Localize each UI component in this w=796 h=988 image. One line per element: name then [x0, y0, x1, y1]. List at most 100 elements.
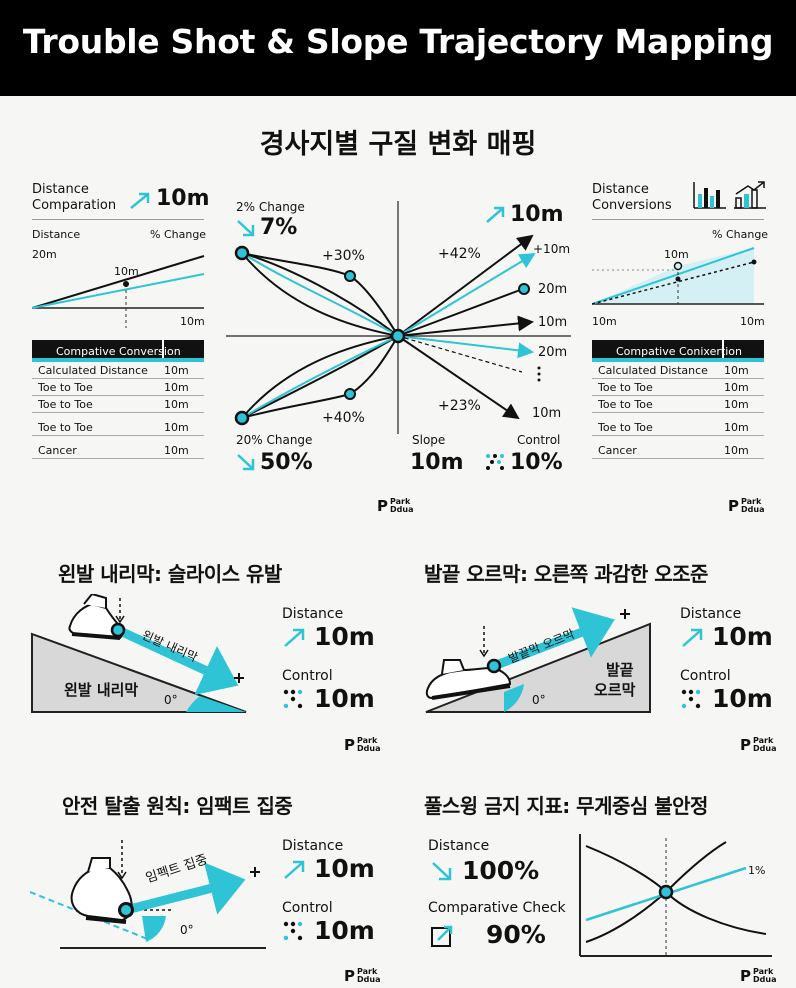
control-value: 10% [510, 450, 563, 475]
left-table-header: Compative Conversion [56, 345, 181, 358]
section2-angle: 0° [532, 693, 546, 707]
right-distance-label: Distance [592, 182, 649, 197]
plus42-label: +42% [438, 246, 481, 262]
right-label-3: 10m [538, 315, 568, 330]
section3-control-value: 10m [314, 916, 375, 945]
trend-down-arrow-icon [432, 862, 452, 881]
table-row: Toe to Toe 10m [592, 419, 764, 436]
trend-up-arrow-icon [486, 206, 505, 223]
section2-slope-label-2: 오르막 [594, 681, 636, 699]
trend-down-arrow-icon [237, 454, 255, 471]
section2-slope-label-1: 발끝 [606, 661, 634, 679]
right-point-label: 10m [664, 248, 689, 261]
scatter-dots-icon [486, 454, 504, 470]
section1-control-label: Control [282, 668, 333, 684]
slope-value: 10m [410, 450, 464, 475]
left-y-label: 20m [32, 248, 57, 261]
top-change-value: 7% [260, 215, 298, 240]
section4-distance-label: Distance [428, 838, 490, 854]
right-x-left: 10m [592, 315, 617, 328]
brand-logo: P Park Ddua [728, 497, 765, 515]
section1-distance-value: 10m [314, 622, 375, 651]
plus23-label: +23% [438, 398, 481, 414]
right-label-4: 20m [538, 345, 568, 360]
scatter-dots-icon [681, 689, 701, 709]
section4-title: 풀스윙 금지 지표: 무게중심 불안정 [424, 794, 708, 818]
right-conversions-label: Conversions [592, 198, 672, 213]
table-row: Calculated Distance 10m [592, 362, 764, 379]
trend-up-arrow-icon [284, 628, 305, 647]
slope-label: Slope [412, 433, 446, 447]
trend-up-arrow-icon [130, 192, 150, 209]
top-change-label: 2% Change [236, 200, 305, 214]
brand-logo: P Park Ddua [740, 967, 777, 985]
scatter-dots-icon [283, 921, 303, 941]
section1-slope-label: 왼발 내리막 [64, 681, 139, 699]
right-label-5: 10m [532, 406, 562, 421]
title-banner [0, 0, 796, 96]
control-label: Control [517, 433, 561, 447]
left-distance-label: Distance [32, 182, 89, 197]
table-row: Toe to Toe 10m [592, 396, 764, 413]
section1-angle: 0° [164, 693, 178, 707]
section2-slope-diagram [425, 607, 651, 713]
table-row: Calculated Distance 10m [32, 362, 204, 379]
left-comparation-label: Comparation [32, 198, 117, 213]
section3-control-label: Control [282, 900, 333, 916]
section2-distance-label: Distance [680, 606, 742, 622]
left-distance-value: 10m [156, 186, 210, 211]
section4-distance-value: 100% [462, 856, 540, 885]
table-row: Toe to Toe 10m [32, 379, 204, 396]
right-conversion-table: Compative Conixertion Calculated Distanc… [592, 340, 764, 459]
right-mini-chart [592, 247, 764, 305]
section1-control-value: 10m [314, 684, 375, 713]
page-title: Trouble Shot & Slope Trajectory Mapping [22, 22, 774, 61]
right-divider [592, 219, 764, 220]
section2-distance-value: 10m [712, 622, 773, 651]
left-point-label: 10m [114, 265, 139, 278]
right-table-header: Compative Conixertion [616, 345, 742, 358]
plus30-label: +30% [322, 248, 365, 264]
trend-down-arrow-icon [237, 220, 255, 237]
left-mini-chart [32, 255, 205, 328]
bottom-change-label: 20% Change [236, 433, 313, 447]
brand-logo: P Park Ddua [377, 497, 414, 515]
scatter-dots-icon [283, 689, 303, 709]
section1-title: 왼발 내리막: 슬라이스 유발 [58, 562, 282, 586]
section3-impact-diagram [30, 840, 266, 949]
right-label-1: +10m [533, 242, 571, 256]
right-axis-change: % Change [712, 228, 769, 241]
left-axis-change: % Change [150, 228, 207, 241]
left-axis-distance: Distance [32, 228, 81, 241]
table-row: Toe to Toe 10m [592, 379, 764, 396]
section4-crossing-chart [579, 834, 772, 957]
table-row: Cancer 10m [592, 442, 764, 459]
brand-logo: P Park Ddua [344, 736, 381, 754]
plus40-label: +40% [322, 410, 365, 426]
right-x-right: 10m [740, 315, 765, 328]
bar-chart-icon [693, 181, 766, 209]
section2-control-label: Control [680, 668, 731, 684]
section3-distance-label: Distance [282, 838, 344, 854]
trend-up-arrow-icon [284, 860, 305, 879]
left-conversion-table: Compative Conversion Calculated Distance… [32, 340, 204, 459]
right-label-2: 20m [538, 282, 568, 297]
section4-check-value: 90% [486, 920, 546, 949]
brand-logo: P Park Ddua [344, 967, 381, 985]
section2-title: 발끝 오르막: 오른쪽 과감한 오조준 [424, 562, 708, 586]
section4-check-label: Comparative Check [428, 900, 566, 916]
section2-control-value: 10m [712, 684, 773, 713]
section3-title: 안전 탈출 원칙: 임팩트 집중 [62, 794, 293, 818]
edit-check-icon [431, 925, 453, 947]
table-row: Toe to Toe 10m [32, 419, 204, 436]
section4-chart-label: 1% [748, 864, 766, 877]
section3-distance-value: 10m [314, 854, 375, 883]
main-subtitle: 경사지별 구질 변화 매핑 [259, 129, 537, 160]
section3-angle: 0° [180, 923, 194, 937]
table-row: Toe to Toe 10m [32, 396, 204, 413]
left-divider [32, 219, 204, 220]
brand-logo: P Park Ddua [740, 736, 777, 754]
table-row: Cancer 10m [32, 442, 204, 459]
trend-up-arrow-icon [682, 628, 703, 647]
top-right-value: 10m [510, 202, 564, 227]
